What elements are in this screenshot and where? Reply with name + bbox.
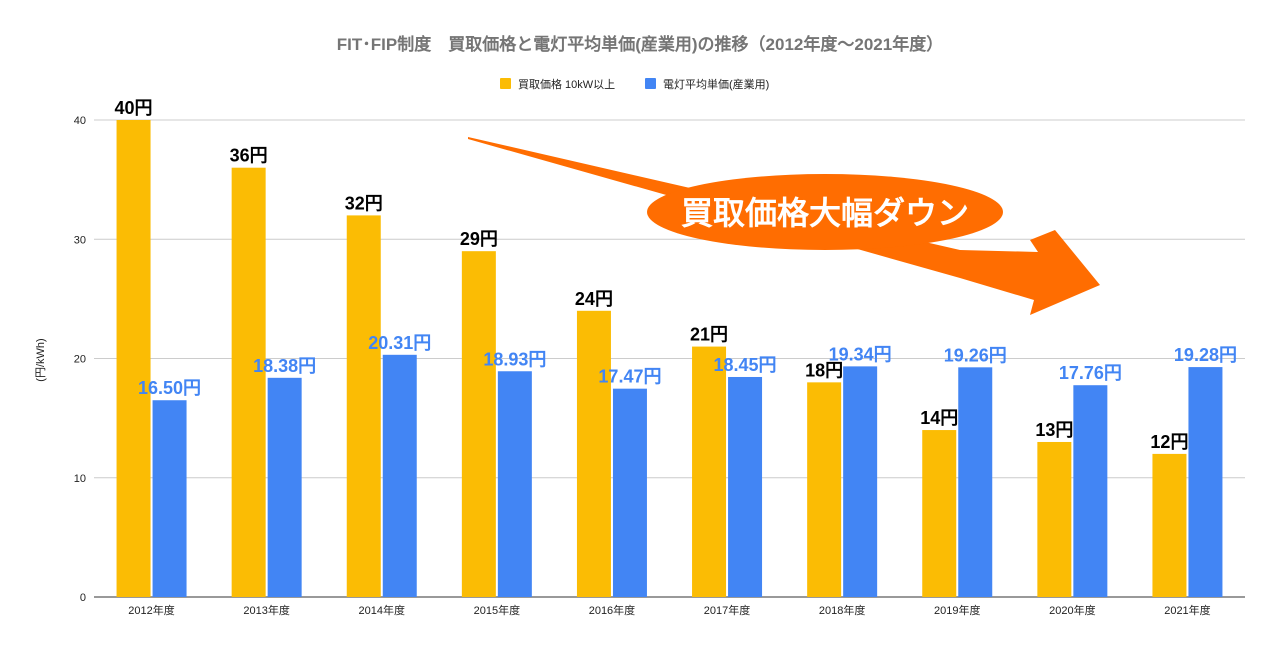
- x-tick-label: 2019年度: [934, 603, 980, 617]
- data-label: 20.31円: [368, 333, 431, 353]
- annotation-text: 買取価格大幅ダウン: [681, 195, 969, 231]
- annotation-arrow: 買取価格大幅ダウン: [468, 137, 1100, 315]
- bar-electricity-price: [382, 354, 417, 597]
- data-label: 29円: [460, 229, 498, 249]
- legend-label: 買取価格 10kW以上: [518, 77, 615, 91]
- bars: 40円 16.50円 36円 18.38円 32円 20.31円 29円 18.93円 24円 1…: [115, 98, 1237, 598]
- x-tick-label: 2018年度: [819, 603, 865, 617]
- legend-swatch: [645, 78, 656, 89]
- data-label: 18.45円: [714, 355, 777, 375]
- data-label: 32円: [345, 193, 383, 213]
- bar-purchase-price: [461, 251, 496, 598]
- data-label: 17.47円: [598, 367, 661, 387]
- legend: 買取価格 10kW以上 電灯平均単価(産業用): [500, 77, 769, 91]
- bar-purchase-price: [231, 167, 266, 597]
- bar-purchase-price: [922, 430, 957, 597]
- bar-electricity-price: [843, 366, 878, 597]
- bar-electricity-price: [152, 400, 187, 597]
- bar-electricity-price: [728, 376, 763, 597]
- chart-title: FIT･FIP制度 買取価格と電灯平均単価(産業用)の推移（2012年度～202…: [337, 34, 943, 54]
- data-label: 36円: [230, 146, 268, 166]
- data-label: 13円: [1035, 420, 1073, 440]
- data-label: 19.28円: [1174, 345, 1237, 365]
- x-tick-label: 2017年度: [704, 603, 750, 617]
- bar-purchase-price: [807, 382, 842, 597]
- data-label: 16.50円: [138, 378, 201, 398]
- bar-electricity-price: [497, 371, 532, 597]
- bar-electricity-price: [1188, 367, 1223, 597]
- data-label: 17.76円: [1059, 363, 1122, 383]
- legend-swatch: [500, 78, 511, 89]
- data-label: 18.38円: [253, 356, 316, 376]
- y-tick-label: 20: [74, 354, 86, 366]
- bar-purchase-price: [346, 215, 381, 597]
- bar-electricity-price: [267, 377, 302, 597]
- data-label: 24円: [575, 289, 613, 309]
- y-tick-label: 0: [80, 592, 86, 604]
- data-label: 19.26円: [944, 345, 1007, 365]
- x-tick-label: 2015年度: [474, 603, 520, 617]
- x-tick-label: 2012年度: [128, 603, 174, 617]
- x-tick-label: 2021年度: [1164, 603, 1210, 617]
- data-label: 18.93円: [483, 349, 546, 369]
- legend-label: 電灯平均単価(産業用): [663, 77, 769, 91]
- y-tick-label: 40: [74, 115, 86, 127]
- gridlines: 0 10 20 30 40 2012年度 2013年度 2014年度 2015年度 2016年度 2…: [74, 115, 1245, 617]
- bar-electricity-price: [612, 388, 647, 597]
- x-tick-label: 2016年度: [589, 603, 635, 617]
- bar-electricity-price: [958, 367, 993, 597]
- x-tick-label: 2014年度: [359, 603, 405, 617]
- bar-purchase-price: [1152, 453, 1187, 597]
- y-tick-label: 10: [74, 473, 86, 485]
- data-label: 21円: [690, 325, 728, 345]
- data-label: 18円: [805, 360, 843, 380]
- y-axis-label: (円/kWh): [35, 338, 47, 381]
- bar-purchase-price: [116, 120, 151, 597]
- y-tick-label: 30: [74, 234, 86, 246]
- bar-purchase-price: [1037, 441, 1072, 597]
- data-label: 19.34円: [829, 344, 892, 364]
- data-label: 12円: [1150, 432, 1188, 452]
- x-tick-label: 2013年度: [243, 603, 289, 617]
- bar-electricity-price: [1073, 385, 1108, 597]
- bar-purchase-price: [576, 310, 611, 597]
- data-label: 14円: [920, 408, 958, 428]
- data-label: 40円: [115, 98, 153, 118]
- bar-purchase-price: [692, 346, 727, 597]
- x-tick-label: 2020年度: [1049, 603, 1095, 617]
